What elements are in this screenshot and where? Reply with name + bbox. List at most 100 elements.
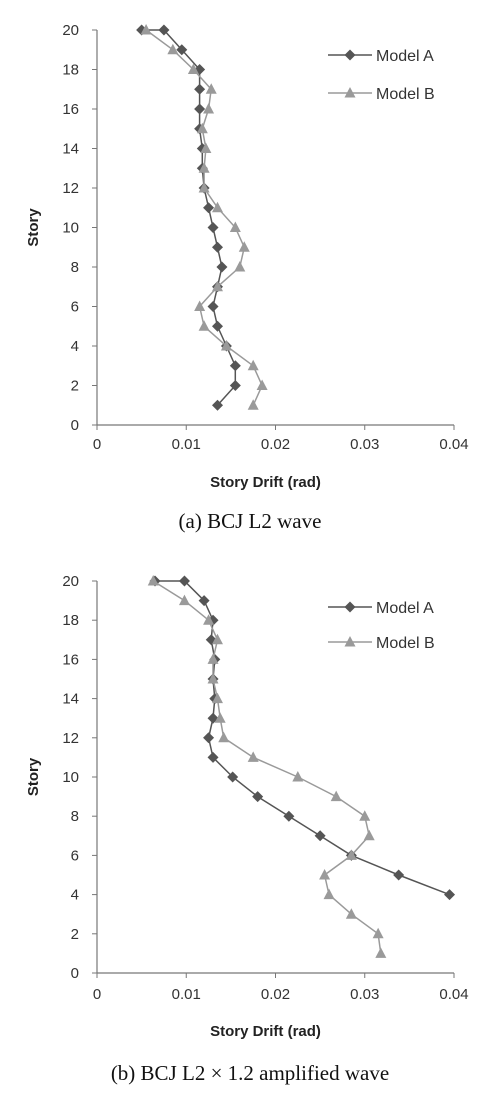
legend-label: Model A <box>376 600 434 617</box>
y-tick-label: 0 <box>71 965 79 982</box>
data-point <box>167 43 179 55</box>
x-tick-label: 0.02 <box>261 986 290 1003</box>
y-tick-label: 14 <box>62 141 79 158</box>
y-tick-label: 14 <box>62 691 79 708</box>
data-point <box>211 241 223 253</box>
data-point <box>372 927 384 939</box>
data-point <box>194 103 206 115</box>
x-axis-title: Story Drift (rad) <box>210 474 321 491</box>
y-tick-label: 0 <box>71 417 79 434</box>
x-tick-label: 0 <box>93 436 101 453</box>
y-tick-label: 4 <box>71 887 79 904</box>
y-tick-label: 8 <box>71 808 79 825</box>
legend-entry: Model A <box>328 600 434 617</box>
y-tick-label: 8 <box>71 259 79 276</box>
data-point <box>178 594 190 606</box>
data-point <box>220 340 232 351</box>
data-point <box>216 261 228 273</box>
y-tick-label: 20 <box>62 573 79 590</box>
data-point <box>203 614 215 625</box>
y-tick-label: 10 <box>62 769 79 786</box>
y-tick-label: 18 <box>62 62 79 79</box>
data-point <box>292 771 304 782</box>
data-point <box>256 379 268 390</box>
data-point <box>158 24 170 36</box>
data-point <box>207 653 219 664</box>
data-point <box>198 162 210 173</box>
y-tick-label: 16 <box>62 101 79 118</box>
series-model-a <box>149 575 456 901</box>
x-axis-title: Story Drift (rad) <box>210 1023 321 1040</box>
series-model-a <box>136 24 241 411</box>
data-point <box>207 301 219 312</box>
data-point <box>444 889 456 901</box>
legend-entry: Model A <box>328 48 434 65</box>
x-tick-label: 0.04 <box>439 986 468 1003</box>
data-point <box>196 122 208 134</box>
data-point <box>283 810 295 822</box>
legend-entry: Model B <box>328 86 435 103</box>
data-point <box>194 83 206 95</box>
y-tick-label: 12 <box>62 180 79 197</box>
data-point <box>207 673 219 684</box>
y-tick-label: 10 <box>62 220 79 237</box>
data-point <box>207 751 219 763</box>
chart-a: 0 2 4 6 8 10 12 14 16 18 20 0 0.01 0.02 0.03 0.04 Story … <box>25 22 469 533</box>
data-point <box>211 201 223 213</box>
data-point <box>247 751 259 762</box>
legend-label: Model B <box>376 86 435 103</box>
data-point <box>234 261 246 272</box>
series-line <box>152 580 382 954</box>
x-tick-label: 0.04 <box>439 436 468 453</box>
data-point <box>252 791 264 803</box>
figure-caption: (a) BCJ L2 wave <box>179 509 322 533</box>
y-tick-label: 2 <box>71 378 79 395</box>
legend-label: Model A <box>376 48 434 65</box>
series-line <box>145 29 263 406</box>
legend-entry: Model B <box>328 635 435 652</box>
x-tick-label: 0.03 <box>350 436 379 453</box>
chart-b: 0 2 4 6 8 10 12 14 16 18 20 0 0.01 0.02 0.03 0.04 Story … <box>25 573 469 1085</box>
data-point <box>211 399 223 411</box>
y-tick-label: 12 <box>62 730 79 747</box>
data-point <box>345 908 357 919</box>
legend-marker <box>344 49 356 61</box>
legend-marker <box>344 636 356 647</box>
data-point <box>314 830 326 842</box>
data-point <box>198 595 210 607</box>
data-point <box>330 790 342 802</box>
data-point <box>359 810 371 821</box>
x-tick-label: 0.01 <box>172 986 201 1003</box>
data-point <box>147 575 159 586</box>
data-point <box>393 869 405 881</box>
data-point <box>203 202 215 214</box>
data-point <box>229 380 241 391</box>
data-point <box>229 360 241 372</box>
x-tick-label: 0 <box>93 986 101 1003</box>
data-point <box>319 869 331 880</box>
y-tick-label: 16 <box>62 651 79 668</box>
legend-marker <box>344 601 356 613</box>
legend-label: Model B <box>376 635 435 652</box>
y-tick-label: 20 <box>62 22 79 39</box>
data-point <box>238 241 250 252</box>
series-line <box>141 29 237 406</box>
data-point <box>211 320 223 332</box>
x-tick-label: 0.02 <box>261 436 290 453</box>
figure-caption: (b) BCJ L2 × 1.2 amplified wave <box>111 1061 389 1085</box>
data-point <box>198 182 210 193</box>
data-point <box>140 24 152 35</box>
y-tick-label: 2 <box>71 926 79 943</box>
data-point <box>205 83 217 94</box>
y-tick-label: 6 <box>71 299 79 316</box>
data-point <box>203 103 215 114</box>
data-point <box>227 771 239 783</box>
series-model-b <box>147 575 387 958</box>
data-point <box>247 399 259 410</box>
data-point <box>363 829 375 841</box>
data-point <box>200 142 212 153</box>
data-point <box>229 221 241 232</box>
data-point <box>207 222 219 233</box>
data-point <box>203 732 215 744</box>
data-point <box>198 320 210 331</box>
